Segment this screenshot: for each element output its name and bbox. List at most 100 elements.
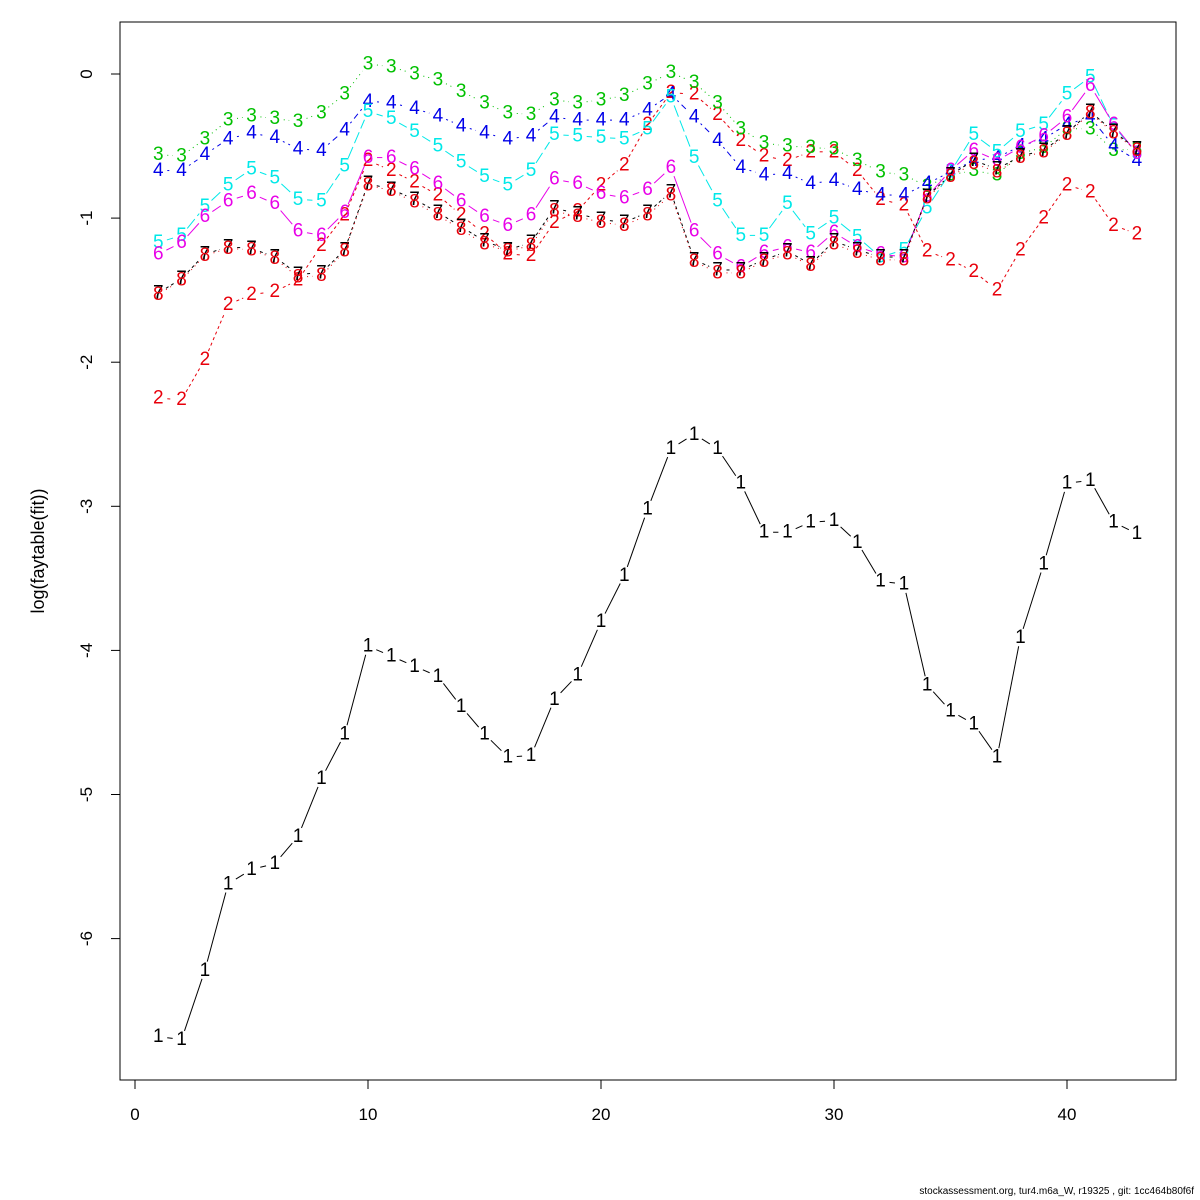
data-point: 4 xyxy=(200,144,211,165)
x-tick-label: 10 xyxy=(359,1105,378,1124)
series-line-segment xyxy=(1004,151,1013,157)
data-point: 7 xyxy=(363,173,374,194)
data-point: 2 xyxy=(363,150,374,171)
data-point: 1 xyxy=(223,873,234,894)
data-point: 6 xyxy=(1038,125,1049,146)
series-line-segment xyxy=(678,438,687,445)
series-line-segment xyxy=(932,691,945,705)
data-point: 6 xyxy=(782,236,793,257)
data-point: 4 xyxy=(246,123,257,144)
series-line-segment xyxy=(1004,149,1013,155)
data-point: 7 xyxy=(899,247,910,268)
series-line-segment xyxy=(632,131,640,136)
data-point: 2 xyxy=(293,270,304,291)
data-point: 7 xyxy=(293,264,304,285)
data-point: 6 xyxy=(1132,143,1143,164)
data-point: 7 xyxy=(339,239,350,260)
series-line-segment xyxy=(816,247,828,259)
series-line-segment xyxy=(306,115,314,119)
data-point: 3 xyxy=(316,102,327,123)
data-point: 3 xyxy=(363,53,374,74)
data-point: 8 xyxy=(1015,147,1026,168)
data-point: 3 xyxy=(293,111,304,132)
series-line-segment xyxy=(748,263,757,267)
series-line-segment xyxy=(981,153,990,158)
series-line-segment xyxy=(469,94,477,100)
data-point: 5 xyxy=(759,225,770,246)
series-line-segment xyxy=(652,104,666,122)
series-line-segment xyxy=(1004,161,1014,168)
series-line-segment xyxy=(819,181,826,183)
data-point: 4 xyxy=(270,127,281,148)
data-point: 8 xyxy=(945,166,956,187)
series-line-segment xyxy=(772,256,779,260)
series-line-segment xyxy=(492,105,500,110)
data-point: 4 xyxy=(829,170,840,191)
series-line-segment xyxy=(346,654,367,726)
data-point: 6 xyxy=(386,147,397,168)
data-point: 5 xyxy=(1062,84,1073,105)
y-tick-label: -4 xyxy=(77,643,96,658)
data-point: 1 xyxy=(969,713,980,734)
data-point: 3 xyxy=(992,164,1003,185)
data-point: 8 xyxy=(596,212,607,233)
series-line-segment xyxy=(236,116,243,119)
series-line-segment xyxy=(423,75,430,79)
data-point: 5 xyxy=(805,223,816,244)
data-point: 7 xyxy=(526,232,537,253)
series-line-segment xyxy=(982,158,989,160)
data-point: 5 xyxy=(503,174,514,195)
data-point: 6 xyxy=(642,179,653,200)
data-point: 7 xyxy=(1062,123,1073,144)
data-point: 1 xyxy=(386,646,397,667)
series-line-segment xyxy=(1028,126,1036,130)
series-line-segment xyxy=(655,76,664,81)
data-point: 2 xyxy=(899,195,910,216)
data-point: 2 xyxy=(572,200,583,221)
series-line-segment xyxy=(1051,128,1060,135)
series-line-segment xyxy=(673,175,692,223)
x-tick-label: 30 xyxy=(825,1105,844,1124)
data-point: 7 xyxy=(176,268,187,289)
series-line-segment xyxy=(865,164,873,169)
series-line-segment xyxy=(998,646,1020,749)
data-point: 2 xyxy=(1108,215,1119,236)
data-point: 7 xyxy=(246,238,257,259)
data-point: 2 xyxy=(782,150,793,171)
data-point: 5 xyxy=(922,198,933,219)
data-point: 1 xyxy=(200,960,211,981)
series-line-segment xyxy=(700,88,712,98)
data-point: 4 xyxy=(456,115,467,136)
data-point: 6 xyxy=(852,236,863,257)
series-line-segment xyxy=(302,252,317,273)
series-line-segment xyxy=(1050,122,1061,131)
data-point: 3 xyxy=(223,110,234,131)
x-tick-label: 40 xyxy=(1058,1105,1077,1124)
data-point: 5 xyxy=(176,225,187,246)
data-point: 6 xyxy=(759,242,770,263)
data-point: 2 xyxy=(1015,239,1026,260)
series-line-segment xyxy=(1075,119,1082,123)
series-line-segment xyxy=(1094,92,1110,117)
series-line-segment xyxy=(654,200,665,210)
series-line-segment xyxy=(211,190,222,201)
series-line-segment xyxy=(211,125,222,134)
data-point: 6 xyxy=(992,150,1003,171)
series-line-segment xyxy=(628,131,644,158)
series-line-segment xyxy=(723,120,736,134)
data-point: 3 xyxy=(176,146,187,167)
data-point: 8 xyxy=(479,234,490,255)
data-point: 6 xyxy=(1015,137,1026,158)
data-point: 4 xyxy=(503,128,514,149)
data-point: 5 xyxy=(945,161,956,182)
data-point: 8 xyxy=(922,187,933,208)
series-line-segment xyxy=(347,165,365,205)
data-point: 8 xyxy=(829,234,840,255)
data-point: 8 xyxy=(1108,123,1119,144)
data-point: 5 xyxy=(1038,114,1049,135)
data-point: 5 xyxy=(875,247,886,268)
data-point: 3 xyxy=(1132,138,1143,159)
series-line-segment xyxy=(748,256,757,263)
data-point: 7 xyxy=(666,182,677,203)
series-line-segment xyxy=(1118,131,1132,147)
